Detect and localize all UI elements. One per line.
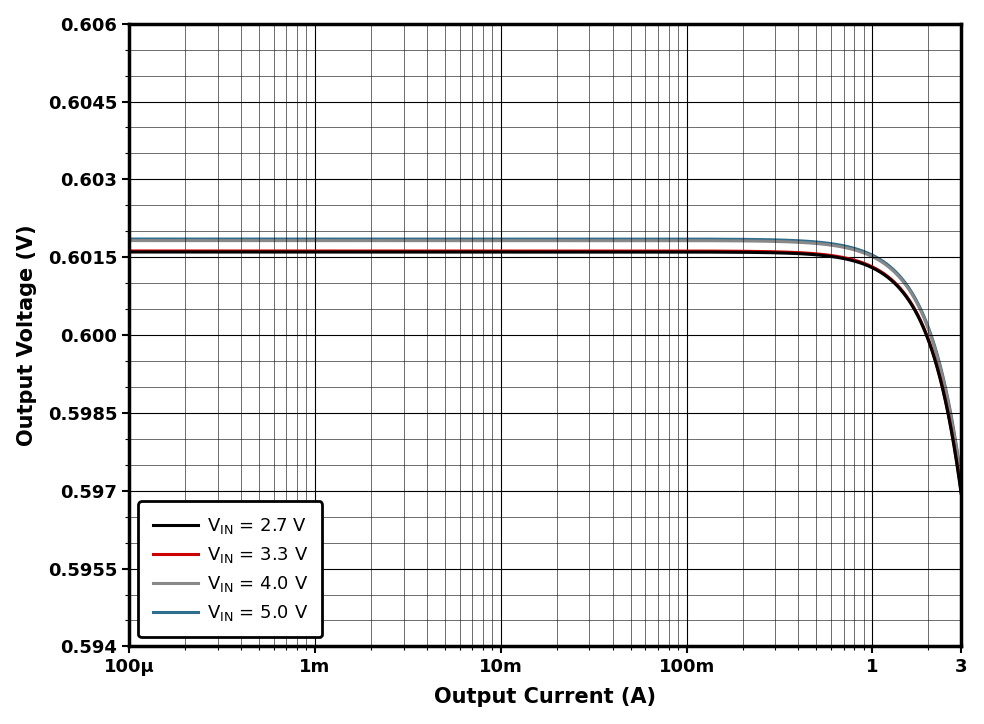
$\mathregular{V_{IN}}$ = 5.0 V (939, 380, 951, 389)
$\mathregular{V_{IN}}$ = 4.0 V (849, 245, 861, 254)
$\mathregular{V_{IN}}$ = 5.0 V (123, 235, 135, 243)
$\mathregular{V_{IN}}$ = 5.0 V (849, 244, 861, 253)
$\mathregular{V_{IN}}$ = 4.0 V (955, 476, 967, 484)
$\mathregular{V_{IN}}$ = 5.0 V (442, 235, 454, 243)
$\mathregular{V_{IN}}$ = 5.0 V (955, 473, 967, 482)
$\mathregular{V_{IN}}$ = 5.0 V (268, 235, 279, 243)
$\mathregular{V_{IN}}$ = 2.7 V (939, 394, 951, 403)
$\mathregular{V_{IN}}$ = 4.0 V (123, 236, 135, 245)
$\mathregular{V_{IN}}$ = 5.0 V (218, 235, 230, 243)
Line: $\mathregular{V_{IN}}$ = 3.3 V: $\mathregular{V_{IN}}$ = 3.3 V (129, 251, 961, 492)
$\mathregular{V_{IN}}$ = 2.7 V (442, 248, 454, 256)
$\mathregular{V_{IN}}$ = 2.7 V (849, 257, 861, 266)
$\mathregular{V_{IN}}$ = 3.3 V (478, 247, 490, 256)
$\mathregular{V_{IN}}$ = 3.3 V (123, 247, 135, 256)
$\mathregular{V_{IN}}$ = 2.7 V (218, 248, 230, 256)
$\mathregular{V_{IN}}$ = 4.0 V (442, 236, 454, 245)
$\mathregular{V_{IN}}$ = 2.7 V (955, 489, 967, 497)
Line: $\mathregular{V_{IN}}$ = 4.0 V: $\mathregular{V_{IN}}$ = 4.0 V (129, 240, 961, 480)
Line: $\mathregular{V_{IN}}$ = 5.0 V: $\mathregular{V_{IN}}$ = 5.0 V (129, 239, 961, 478)
$\mathregular{V_{IN}}$ = 2.7 V (123, 248, 135, 256)
$\mathregular{V_{IN}}$ = 2.7 V (268, 248, 279, 256)
$\mathregular{V_{IN}}$ = 3.3 V (849, 256, 861, 265)
Legend: $\mathregular{V_{IN}}$ = 2.7 V, $\mathregular{V_{IN}}$ = 3.3 V, $\mathregular{V_: $\mathregular{V_{IN}}$ = 2.7 V, $\mathre… (138, 502, 323, 637)
$\mathregular{V_{IN}}$ = 4.0 V (939, 382, 951, 390)
$\mathregular{V_{IN}}$ = 3.3 V (955, 487, 967, 496)
$\mathregular{V_{IN}}$ = 3.3 V (939, 392, 951, 401)
$\mathregular{V_{IN}}$ = 5.0 V (478, 235, 490, 243)
$\mathregular{V_{IN}}$ = 4.0 V (218, 236, 230, 245)
X-axis label: Output Current (A): Output Current (A) (434, 687, 656, 707)
$\mathregular{V_{IN}}$ = 4.0 V (478, 236, 490, 245)
$\mathregular{V_{IN}}$ = 2.7 V (478, 248, 490, 256)
Y-axis label: Output Voltage (V): Output Voltage (V) (17, 224, 36, 446)
Line: $\mathregular{V_{IN}}$ = 2.7 V: $\mathregular{V_{IN}}$ = 2.7 V (129, 252, 961, 493)
$\mathregular{V_{IN}}$ = 3.3 V (218, 247, 230, 256)
$\mathregular{V_{IN}}$ = 3.3 V (442, 247, 454, 256)
$\mathregular{V_{IN}}$ = 4.0 V (268, 236, 279, 245)
$\mathregular{V_{IN}}$ = 3.3 V (268, 247, 279, 256)
